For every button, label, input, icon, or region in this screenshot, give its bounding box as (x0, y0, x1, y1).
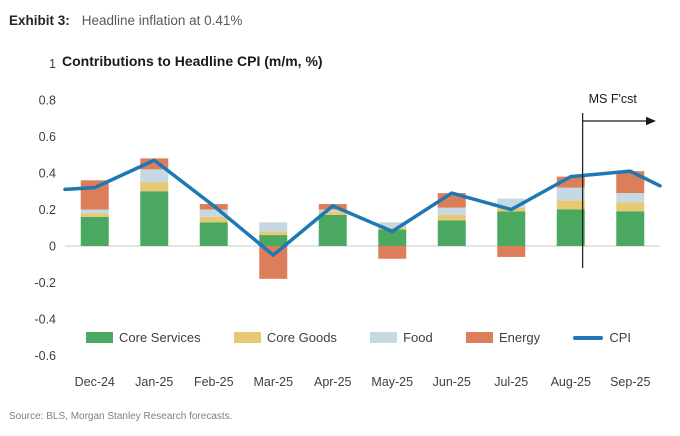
bar-segment-core-services (140, 191, 169, 246)
x-tick-label: Jun-25 (433, 375, 471, 389)
bar-segment-energy (140, 158, 169, 170)
bar-segment-food (140, 169, 169, 183)
bar-segment-food (199, 209, 228, 217)
legend-swatch-core-goods (233, 332, 261, 343)
bar-segment-core-goods (259, 231, 288, 236)
y-tick-label: -0.4 (34, 313, 56, 327)
bar-segment-core-services (259, 235, 288, 246)
legend-swatch-energy (465, 332, 493, 343)
bar-segment-food (259, 222, 288, 232)
legend-label: Core Services (119, 330, 201, 345)
bar-segment-core-goods (437, 214, 466, 221)
chart-legend: Core Services Core Goods Food Energy CPI (86, 330, 631, 345)
y-tick-label: 0.2 (39, 203, 56, 217)
x-tick-label: Jul-25 (494, 375, 528, 389)
legend-item-core-services: Core Services (86, 330, 201, 345)
bar-segment-energy (259, 246, 288, 279)
bar-segment-core-services (378, 229, 407, 246)
x-tick-label: Aug-25 (551, 375, 591, 389)
legend-item-food: Food (370, 330, 433, 345)
legend-swatch-cpi-line (573, 335, 604, 340)
bar-segment-food (497, 198, 526, 208)
bar-segment-core-services (616, 211, 645, 246)
bar-segment-food (378, 222, 407, 228)
bar-segment-core-goods (616, 202, 645, 212)
bar-segment-core-goods (378, 227, 407, 230)
y-tick-label: 0.4 (39, 167, 56, 181)
bar-segment-food (437, 207, 466, 215)
y-tick-label: 0.6 (39, 130, 56, 144)
chart-title: Contributions to Headline CPI (m/m, %) (62, 53, 323, 69)
bar-segment-food (80, 209, 109, 214)
source-note: Source: BLS, Morgan Stanley Research for… (9, 411, 233, 422)
exhibit-label: Exhibit 3: (9, 13, 70, 28)
legend-swatch-food (370, 332, 398, 343)
legend-label: Energy (498, 330, 541, 345)
y-tick-label: -0.6 (34, 349, 56, 363)
x-tick-label: Dec-24 (75, 375, 115, 389)
x-tick-label: Sep-25 (610, 375, 650, 389)
legend-label: CPI (609, 330, 631, 345)
x-tick-label: May-25 (371, 375, 413, 389)
legend-item-energy: Energy (465, 330, 541, 345)
bar-segment-energy (556, 176, 585, 188)
legend-item-cpi: CPI (573, 330, 631, 345)
forecast-label: MS F'cst (589, 92, 638, 106)
bar-segment-core-goods (80, 213, 109, 217)
bar-segment-energy (616, 171, 645, 194)
cpi-line (63, 158, 662, 257)
y-tick-label: 1 (49, 57, 56, 71)
legend-label: Food (403, 330, 433, 345)
bar-segment-core-goods (556, 200, 585, 210)
bar-segment-core-goods (140, 182, 169, 192)
bar-segment-core-services (80, 216, 109, 246)
bar-segment-core-services (437, 220, 466, 246)
x-tick-label: Jan-25 (135, 375, 173, 389)
bar-segment-core-services (497, 211, 526, 246)
exhibit-header: Exhibit 3: Headline inflation at 0.41% (9, 13, 242, 28)
bar-segment-core-goods (199, 216, 228, 223)
bar-segment-food (616, 193, 645, 203)
bar-segment-core-services (556, 209, 585, 246)
x-tick-label: Feb-25 (194, 375, 234, 389)
legend-item-core-goods: Core Goods (233, 330, 337, 345)
x-tick-label: Mar-25 (253, 375, 293, 389)
exhibit-title: Headline inflation at 0.41% (81, 13, 243, 28)
y-tick-label: 0 (49, 240, 56, 254)
bar-segment-food (318, 209, 347, 212)
y-tick-label: -0.2 (34, 276, 56, 290)
bar-segment-energy (378, 246, 407, 259)
y-tick-label: 0.8 (39, 94, 56, 108)
legend-swatch-core-services (86, 332, 113, 343)
bar-segment-core-services (199, 222, 228, 246)
bar-segment-energy (497, 246, 526, 257)
forecast-arrow-head (646, 116, 656, 126)
bar-segment-core-goods (318, 211, 347, 215)
bar-segment-food (556, 187, 585, 201)
x-tick-label: Apr-25 (314, 375, 352, 389)
legend-label: Core Goods (266, 330, 337, 345)
bar-segment-core-services (318, 214, 347, 246)
